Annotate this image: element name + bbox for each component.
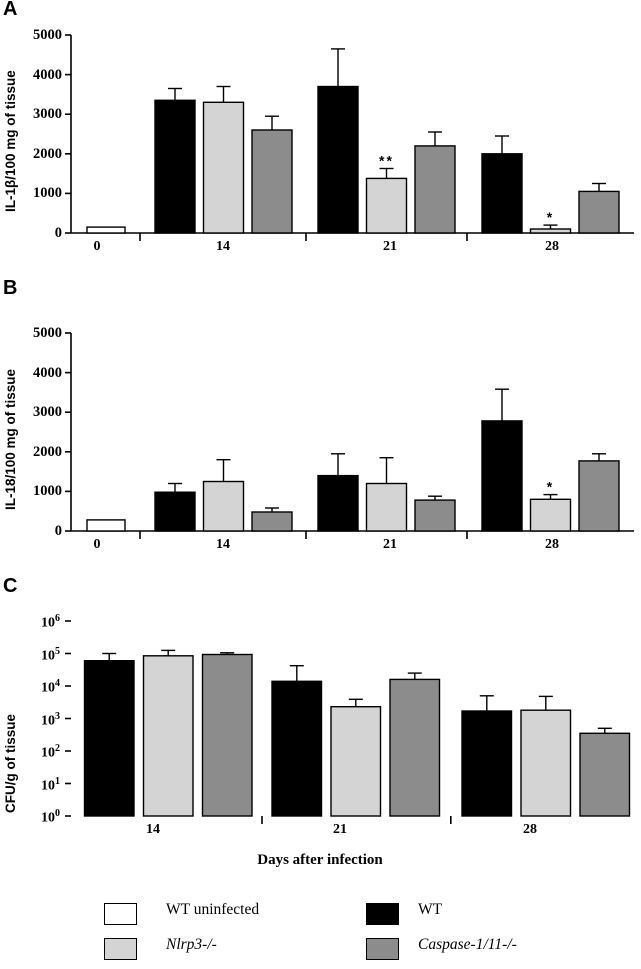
svg-text:**: ** xyxy=(379,153,394,169)
svg-text:*: * xyxy=(547,479,554,495)
svg-text:*: * xyxy=(547,209,554,225)
